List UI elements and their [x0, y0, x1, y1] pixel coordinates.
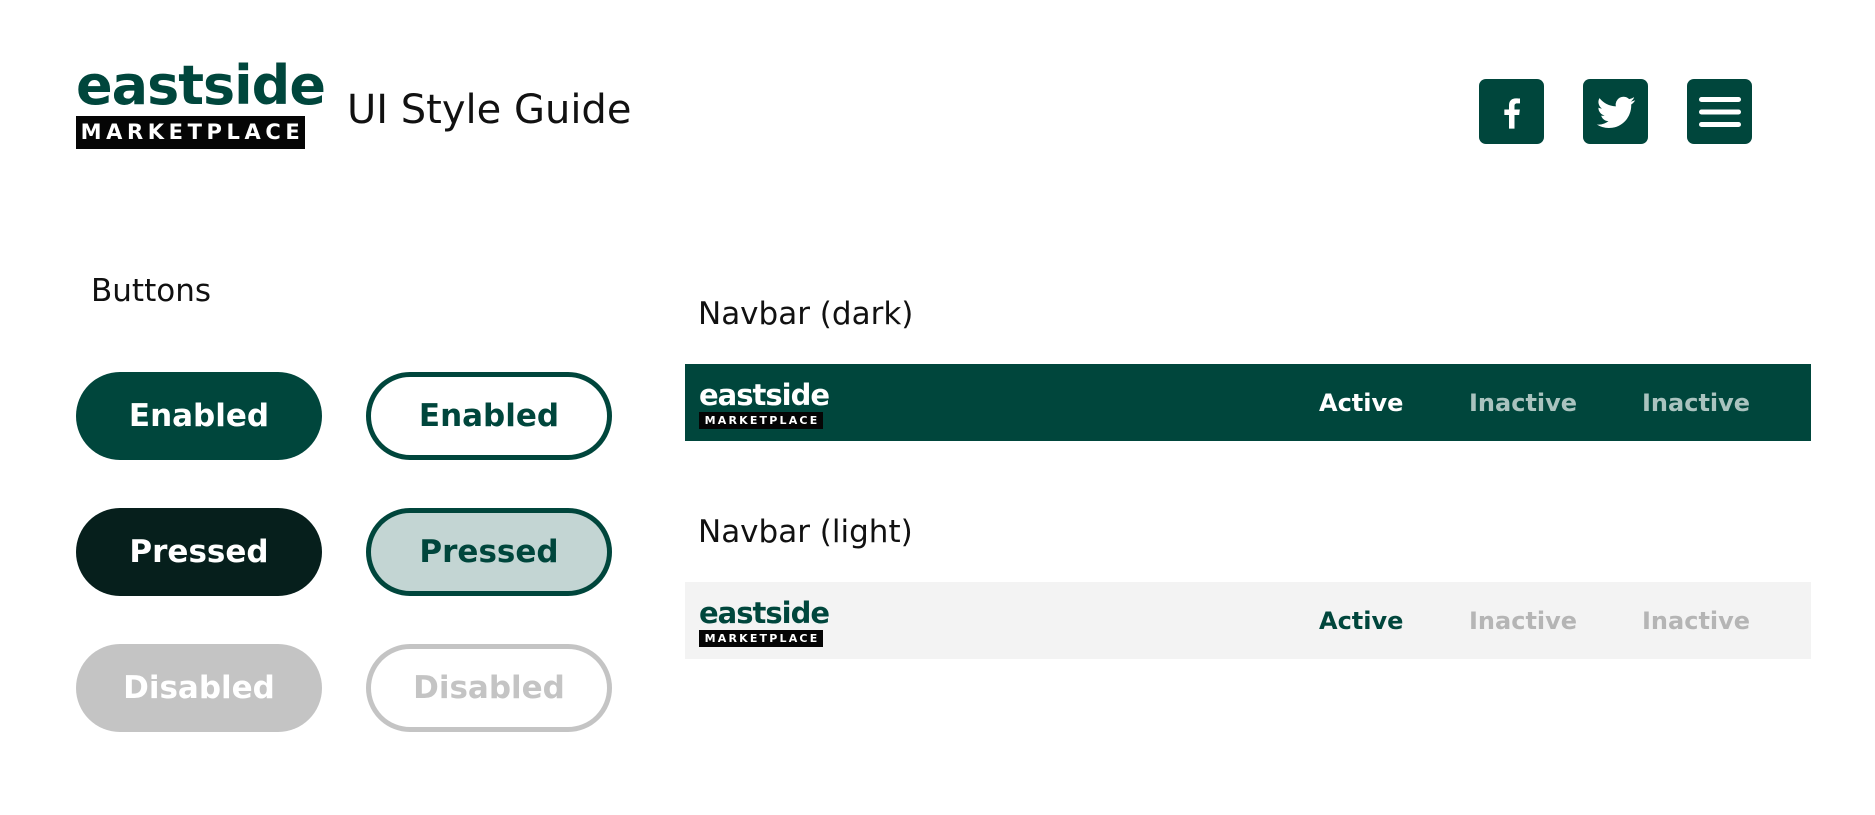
solid-pressed-button[interactable]: Pressed — [76, 508, 322, 596]
hamburger-menu-icon — [1698, 96, 1741, 127]
navbar-dark-section-label: Navbar (dark) — [698, 296, 914, 332]
outline-pressed-button[interactable]: Pressed — [366, 508, 612, 596]
solid-enabled-button[interactable]: Enabled — [76, 372, 322, 460]
solid-disabled-button: Disabled — [76, 644, 322, 732]
eastside-marketplace-logo[interactable]: eastside MARKETPLACE — [76, 54, 326, 149]
facebook-button[interactable] — [1479, 79, 1544, 144]
navbar-light-section-label: Navbar (light) — [698, 514, 913, 550]
outline-disabled-button: Disabled — [366, 644, 612, 732]
buttons-section-label: Buttons — [91, 273, 211, 309]
navbar-light: eastside MARKETPLACE Active Inactive Ina… — [685, 582, 1811, 659]
logo-wordmark: eastside — [699, 596, 830, 630]
navbar-dark-item-inactive-2[interactable]: Inactive — [1642, 388, 1751, 417]
navbar-light-logo[interactable]: eastside MARKETPLACE — [699, 596, 830, 647]
logo-plate: MARKETPLACE — [699, 412, 823, 429]
page-title: UI Style Guide — [347, 87, 632, 133]
logo-plate: MARKETPLACE — [699, 630, 823, 647]
facebook-icon — [1503, 97, 1520, 129]
outline-enabled-button[interactable]: Enabled — [366, 372, 612, 460]
logo-wordmark: eastside — [699, 378, 830, 412]
logo-wordmark: eastside — [76, 54, 326, 117]
navbar-dark: eastside MARKETPLACE Active Inactive Ina… — [685, 364, 1811, 441]
navbar-dark-item-active[interactable]: Active — [1319, 388, 1404, 417]
navbar-light-item-active[interactable]: Active — [1319, 606, 1404, 635]
navbar-dark-logo[interactable]: eastside MARKETPLACE — [699, 378, 830, 429]
twitter-button[interactable] — [1583, 79, 1648, 144]
twitter-icon — [1596, 96, 1635, 128]
navbar-light-item-inactive-1[interactable]: Inactive — [1469, 606, 1578, 635]
navbar-dark-item-inactive-1[interactable]: Inactive — [1469, 388, 1578, 417]
logo-plate: MARKETPLACE — [76, 116, 305, 149]
menu-button[interactable] — [1687, 79, 1752, 144]
navbar-light-item-inactive-2[interactable]: Inactive — [1642, 606, 1751, 635]
